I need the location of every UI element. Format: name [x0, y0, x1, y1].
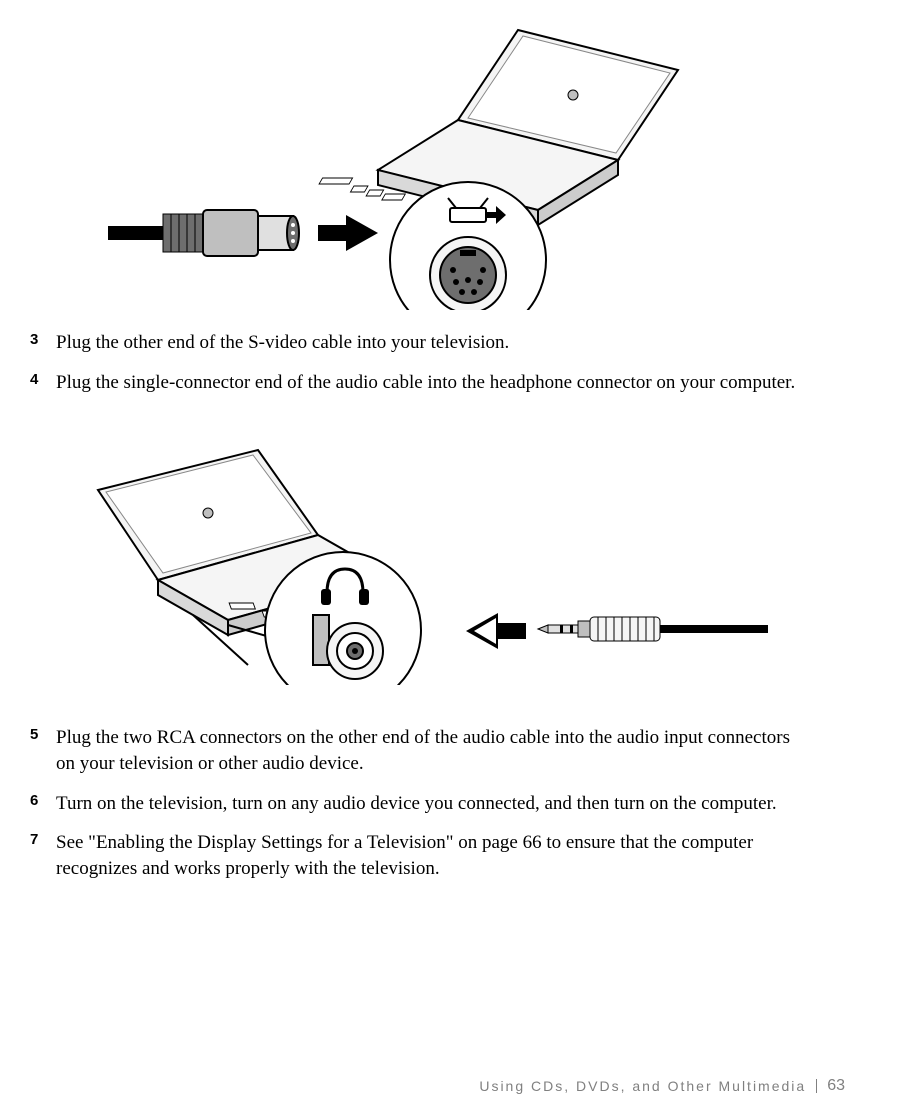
- step-text: Plug the two RCA connectors on the other…: [56, 725, 805, 776]
- step-3: 3 Plug the other end of the S-video cabl…: [30, 330, 805, 356]
- step-text: Plug the single-connector end of the aud…: [56, 370, 795, 396]
- step-number: 6: [30, 791, 56, 811]
- page-footer: Using CDs, DVDs, and Other Multimedia 63: [479, 1077, 845, 1095]
- figure-svideo-connection: [30, 20, 805, 310]
- figure-audio-connection: [30, 425, 805, 685]
- step-number: 3: [30, 330, 56, 350]
- step-number: 7: [30, 830, 56, 850]
- step-number: 5: [30, 725, 56, 745]
- footer-section: Using CDs, DVDs, and Other Multimedia: [479, 1078, 806, 1094]
- step-text: Turn on the television, turn on any audi…: [56, 791, 777, 817]
- step-text: See "Enabling the Display Settings for a…: [56, 830, 805, 881]
- step-4: 4 Plug the single-connector end of the a…: [30, 370, 805, 396]
- step-5: 5 Plug the two RCA connectors on the oth…: [30, 725, 805, 776]
- step-7: 7 See "Enabling the Display Settings for…: [30, 830, 805, 881]
- step-text: Plug the other end of the S-video cable …: [56, 330, 509, 356]
- footer-divider: [816, 1079, 817, 1093]
- footer-page-number: 63: [827, 1077, 845, 1095]
- step-number: 4: [30, 370, 56, 390]
- step-6: 6 Turn on the television, turn on any au…: [30, 791, 805, 817]
